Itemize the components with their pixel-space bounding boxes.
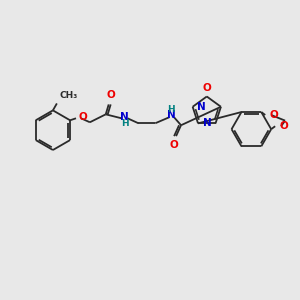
Text: O: O: [202, 82, 211, 92]
Text: O: O: [279, 121, 288, 131]
Text: H: H: [167, 105, 175, 114]
Text: CH₃: CH₃: [60, 92, 78, 100]
Text: O: O: [106, 91, 115, 100]
Text: N: N: [196, 102, 206, 112]
Text: H: H: [121, 119, 128, 128]
Text: O: O: [79, 112, 88, 122]
Text: N: N: [167, 110, 176, 120]
Text: N: N: [120, 112, 129, 122]
Text: O: O: [269, 110, 278, 120]
Text: N: N: [203, 118, 212, 128]
Text: O: O: [170, 140, 178, 150]
